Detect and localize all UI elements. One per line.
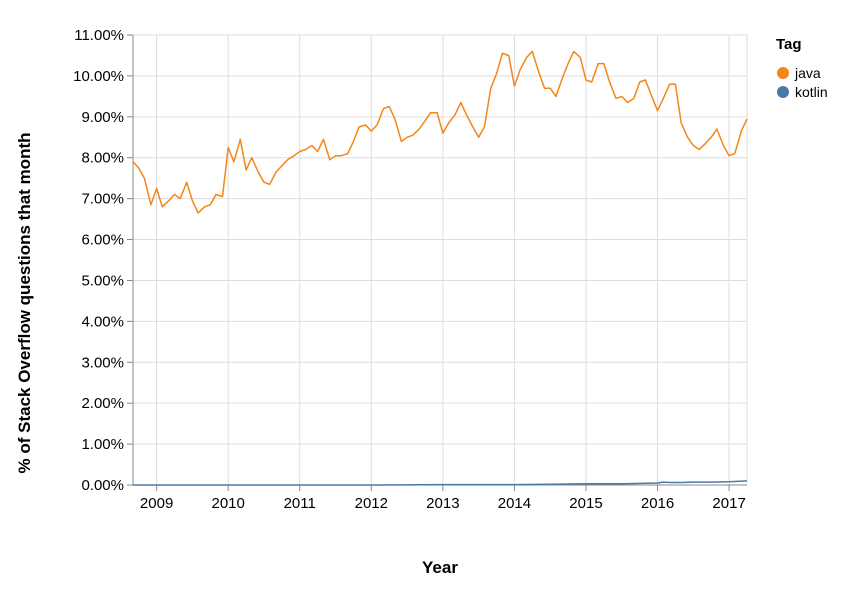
series-lines [132, 50, 748, 486]
grid [132, 34, 748, 486]
series-line-kotlin [133, 480, 748, 486]
x-tick-label: 2017 [712, 495, 745, 512]
x-tick-label: 2012 [355, 495, 388, 512]
x-tick-label: 2009 [140, 495, 173, 512]
x-axis-title: Year [422, 558, 458, 577]
series-line-java [132, 50, 748, 214]
y-tick-label: 10.00% [73, 68, 124, 85]
y-tick-label: 7.00% [81, 191, 124, 208]
y-tick-label: 11.00% [74, 27, 124, 44]
y-tick-label: 1.00% [81, 436, 124, 453]
y-tick-label: 9.00% [81, 109, 124, 126]
x-tick-label: 2014 [498, 495, 531, 512]
legend-label-java: java [794, 65, 821, 81]
x-tick-label: 2016 [641, 495, 674, 512]
legend-symbol-java [777, 67, 789, 79]
y-tick-label: 5.00% [81, 272, 124, 289]
axes: 0.00% 1.00% 2.00% 3.00% 4.00% 5.00% 6.00% 7.00%… [73, 27, 747, 512]
y-tick-label: 8.00% [81, 150, 124, 167]
legend-title: Tag [776, 36, 802, 53]
legend-label-kotlin: kotlin [795, 84, 828, 100]
y-tick-label: 4.00% [81, 313, 124, 330]
x-tick-label: 2013 [426, 495, 459, 512]
x-tick-label: 2011 [284, 495, 316, 512]
y-tick-label: 3.00% [81, 354, 124, 371]
legend-items: java kotlin [777, 65, 828, 100]
legend-symbol-kotlin [777, 86, 789, 98]
y-tick-label: 6.00% [81, 232, 124, 249]
legend: Tag java kotlin [776, 36, 828, 100]
y-tick-label: 0.00% [81, 477, 124, 494]
x-tick-label: 2015 [569, 495, 602, 512]
y-axis-title: % of Stack Overflow questions that month [15, 133, 34, 474]
x-tick-label: 2010 [211, 495, 244, 512]
y-tick-label: 2.00% [81, 395, 124, 412]
